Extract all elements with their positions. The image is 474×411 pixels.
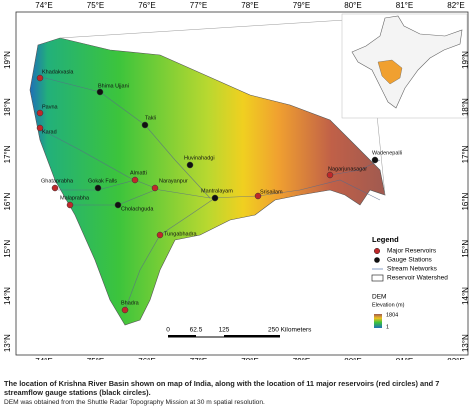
latitude-label: 13°N xyxy=(461,334,470,352)
reservoir-marker xyxy=(66,201,74,209)
scale-label: 250 Kilometers xyxy=(268,327,312,334)
india-outline xyxy=(351,15,463,109)
legend-item: Stream Networks xyxy=(387,266,438,273)
place-label: Bhima Ujjani xyxy=(98,83,129,89)
place-label: Takli xyxy=(145,115,156,121)
dem-ramp xyxy=(374,314,382,328)
legend-gauge xyxy=(374,257,380,263)
latitude-label: 14°N xyxy=(461,287,470,305)
gauge-marker xyxy=(186,161,194,169)
latitude-label: 13°N xyxy=(3,334,12,352)
longitude-label: 80°E xyxy=(344,357,361,360)
legend-watershed xyxy=(371,274,384,282)
latitude-label: 17°N xyxy=(461,145,470,163)
place-label: Huvinahadgi xyxy=(184,155,215,161)
scale-bar-segment xyxy=(168,335,196,337)
reservoir-marker xyxy=(151,184,159,192)
longitude-label: 80°E xyxy=(344,1,361,10)
longitude-label: 81°E xyxy=(396,1,413,10)
inset-basin xyxy=(377,59,403,85)
longitude-label: 74°E xyxy=(35,1,52,10)
latitude-label: 15°N xyxy=(3,240,12,258)
longitude-label: 77°E xyxy=(190,357,207,360)
place-label: Bhadra xyxy=(121,300,140,306)
legend-item: Gauge Stations xyxy=(387,257,433,264)
longitude-label: 81°E xyxy=(396,357,413,360)
place-label: Srisailam xyxy=(260,189,283,195)
gauge-marker xyxy=(94,184,102,192)
latitude-label: 16°N xyxy=(461,192,470,210)
place-label: Almatti xyxy=(130,170,147,176)
legend-reservoir xyxy=(373,247,381,255)
longitude-label: 82°E xyxy=(447,357,464,360)
place-label: Nagarjunasagar xyxy=(328,166,367,172)
place-label: Cholachguda xyxy=(121,206,154,212)
reservoir-marker xyxy=(36,124,44,132)
place-label: Tungabhadra xyxy=(164,231,197,237)
map: 74°E 74°E 75°E 75°E 76°E 76°E 77°E 77°E 78°E 78°E… xyxy=(3,1,470,360)
reservoir-marker xyxy=(36,74,44,82)
scale-label: 0 xyxy=(166,327,170,334)
gauge-marker xyxy=(371,156,379,164)
gauge-marker xyxy=(114,201,122,209)
longitude-label: 82°E xyxy=(447,1,464,10)
longitude-label: 75°E xyxy=(87,1,104,10)
legend-dem-max: 1804 xyxy=(386,312,398,318)
scale-bar-segment xyxy=(224,335,280,337)
legend-dem-unit: Elevation (m) xyxy=(372,302,405,308)
gauge-marker xyxy=(211,194,219,202)
gauge-marker xyxy=(96,88,104,96)
latitude-label: 14°N xyxy=(3,287,12,305)
longitude-label: 75°E xyxy=(87,357,104,360)
longitude-label: 78°E xyxy=(241,1,258,10)
basin xyxy=(29,37,386,326)
legend-title: Legend xyxy=(372,235,399,244)
inset-pointer xyxy=(59,19,346,39)
legend-item: Reservoir Watershed xyxy=(387,275,448,282)
scale-label: 125 xyxy=(219,327,230,334)
caption: The location of Krishna River Basin show… xyxy=(4,379,440,397)
longitude-label: 78°E xyxy=(241,357,258,360)
place-label: Gokak Falls xyxy=(88,178,117,184)
longitude-label: 74°E xyxy=(35,357,52,360)
place-label: Narayanpur xyxy=(159,178,188,184)
place-label: Ghataprabha xyxy=(41,178,74,184)
latitude-label: 16°N xyxy=(3,192,12,210)
latitude-label: 18°N xyxy=(461,98,470,116)
place-label: Pavna xyxy=(42,104,59,110)
caption-note: DEM was obtained from the Shuttle Radar … xyxy=(4,399,265,406)
reservoir-marker xyxy=(36,109,44,117)
longitude-label: 79°E xyxy=(293,357,310,360)
latitude-label: 15°N xyxy=(461,240,470,258)
latitude-label: 19°N xyxy=(461,51,470,69)
place-label: Karad xyxy=(42,129,57,135)
place-label: Mantralayam xyxy=(201,188,233,194)
reservoir-marker xyxy=(51,184,59,192)
place-label: Khadakvasla xyxy=(42,69,74,75)
reservoir-marker xyxy=(326,171,334,179)
place-label: Wadenepalli xyxy=(372,150,402,156)
reservoir-marker xyxy=(131,176,139,184)
place-label: Malaprabha xyxy=(60,195,90,201)
longitude-label: 76°E xyxy=(138,1,155,10)
legend-box xyxy=(370,228,467,330)
gauge-marker xyxy=(141,121,149,129)
legend-dem-min: 1 xyxy=(386,324,389,330)
reservoir-marker xyxy=(121,306,129,314)
reservoir-marker xyxy=(254,192,262,200)
latitude-label: 17°N xyxy=(3,145,12,163)
legend-item: Major Reservoirs xyxy=(387,248,437,255)
latitude-label: 19°N xyxy=(3,51,12,69)
latitude-label: 18°N xyxy=(3,98,12,116)
reservoir-marker xyxy=(156,231,164,239)
longitude-label: 77°E xyxy=(190,1,207,10)
legend-dem-title: DEM xyxy=(372,294,386,301)
longitude-label: 79°E xyxy=(293,1,310,10)
scale-label: 62.5 xyxy=(190,327,203,334)
longitude-label: 76°E xyxy=(138,357,155,360)
